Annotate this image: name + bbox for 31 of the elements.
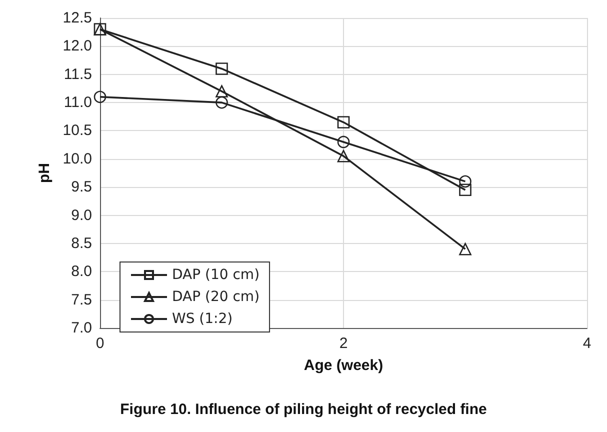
legend-label: DAP (10 cm) — [172, 267, 260, 283]
legend-label: DAP (20 cm) — [172, 289, 260, 305]
y-tick-label: 8.5 — [71, 234, 92, 252]
y-tick-label: 10.0 — [62, 150, 92, 168]
x-tick-label: 2 — [339, 335, 348, 352]
x-tick-label: 4 — [582, 335, 592, 352]
y-tick-label: 12.0 — [62, 38, 92, 55]
point — [337, 116, 350, 128]
y-axis-title: pH — [36, 163, 53, 183]
y-tick-label: 9.0 — [71, 206, 92, 224]
point — [459, 175, 472, 188]
point — [459, 184, 472, 196]
y-tick-label: 8.0 — [71, 263, 92, 280]
y-tick-label: 7.5 — [71, 291, 92, 308]
y-tick-label: 11.0 — [64, 94, 92, 112]
y-tick-label: 7.0 — [71, 320, 92, 336]
y-tick-label: 9.5 — [71, 178, 92, 196]
point — [337, 150, 350, 162]
point — [459, 242, 472, 256]
point — [94, 90, 106, 104]
y-tick-label: 10.5 — [62, 122, 92, 140]
x-tick-label: 0 — [96, 335, 104, 352]
legend-label: WS (1:2) — [172, 311, 233, 327]
point — [216, 62, 228, 75]
point — [337, 136, 350, 148]
point — [216, 96, 228, 109]
point — [216, 85, 228, 98]
y-tick-label: 12.5 — [62, 10, 92, 26]
x-axis-title: Age (week) — [304, 357, 384, 374]
y-tick-label: 11.5 — [64, 66, 92, 83]
caption: Figure 10. Influence of piling height of recycled fine — [120, 401, 487, 418]
